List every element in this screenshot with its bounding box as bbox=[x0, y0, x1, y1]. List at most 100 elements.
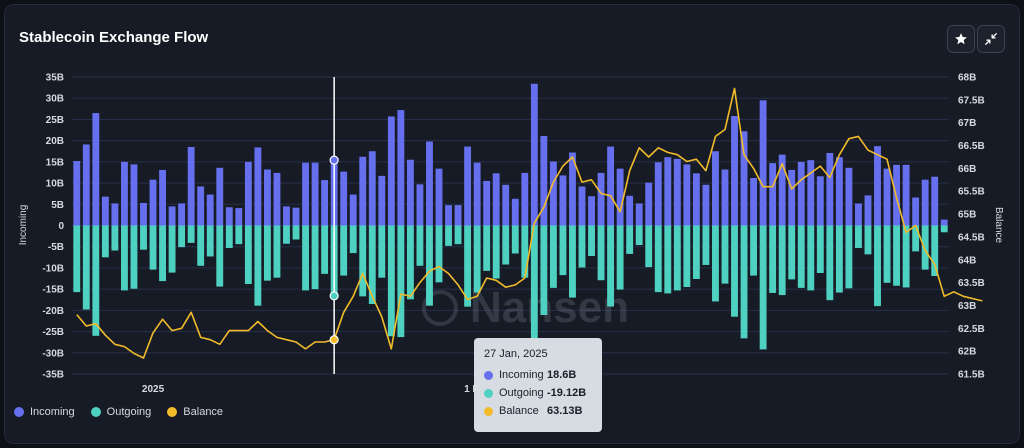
incoming-bar bbox=[750, 177, 758, 226]
outgoing-bar bbox=[511, 225, 519, 254]
incoming-bar bbox=[645, 182, 653, 226]
incoming-bar bbox=[864, 195, 872, 226]
y-tick-label-left: -5B bbox=[48, 242, 64, 253]
incoming-bar bbox=[130, 164, 138, 226]
outgoing-bar bbox=[283, 225, 290, 244]
outgoing-bar bbox=[588, 225, 595, 257]
incoming-bar bbox=[302, 162, 309, 226]
incoming-bar bbox=[349, 194, 357, 226]
incoming-bar bbox=[883, 168, 891, 226]
y-tick-label-right: 67B bbox=[958, 118, 976, 129]
collapse-button[interactable] bbox=[977, 25, 1005, 53]
outgoing-bar bbox=[797, 225, 805, 288]
incoming-bar bbox=[702, 184, 710, 226]
outgoing-bar bbox=[368, 225, 376, 304]
incoming-bar bbox=[101, 196, 109, 226]
incoming-bar bbox=[187, 147, 195, 226]
cursor-group bbox=[329, 77, 339, 374]
incoming-bar bbox=[664, 157, 672, 226]
y-tick-label-left: -30B bbox=[42, 348, 64, 359]
legend-label-incoming: Incoming bbox=[30, 406, 75, 418]
tooltip-row-outgoing: Outgoing -19.12B bbox=[484, 387, 592, 399]
y-axis-label-right: Balance bbox=[993, 207, 1004, 244]
y-tick-label-right: 66.5B bbox=[958, 141, 985, 152]
incoming-bar bbox=[368, 151, 376, 226]
outgoing-bar bbox=[521, 225, 529, 278]
outgoing-bar bbox=[883, 225, 891, 283]
outgoing-bar bbox=[140, 225, 147, 250]
outgoing-bar bbox=[645, 225, 653, 268]
y-tick-label-left: 35B bbox=[46, 73, 64, 84]
outgoing-bar bbox=[769, 225, 777, 293]
incoming-bar bbox=[397, 110, 405, 226]
outgoing-bar bbox=[807, 225, 815, 291]
incoming-bar bbox=[464, 146, 472, 226]
incoming-bar bbox=[283, 206, 290, 226]
outgoing-bar bbox=[387, 225, 395, 337]
y-tick-label-left: 15B bbox=[46, 157, 64, 168]
legend: Incoming Outgoing Balance bbox=[14, 406, 223, 418]
incoming-bar bbox=[73, 161, 81, 226]
incoming-bar bbox=[521, 172, 529, 226]
incoming-bar bbox=[120, 161, 128, 226]
incoming-bar bbox=[168, 206, 176, 226]
y-tick-label-right: 68B bbox=[958, 73, 976, 84]
incoming-bar bbox=[292, 207, 300, 226]
incoming-bar bbox=[759, 100, 767, 226]
outgoing-bar bbox=[473, 225, 481, 293]
legend-item-incoming[interactable]: Incoming bbox=[14, 406, 75, 418]
favorite-button[interactable] bbox=[947, 25, 975, 53]
incoming-bar bbox=[321, 180, 329, 226]
outgoing-bar bbox=[835, 225, 843, 293]
outgoing-bar bbox=[292, 225, 300, 240]
incoming-bar bbox=[569, 152, 576, 226]
outgoing-bar bbox=[101, 225, 109, 258]
outgoing-bar bbox=[130, 225, 138, 289]
y-tick-label-left: -35B bbox=[42, 370, 64, 381]
outgoing-bar bbox=[759, 225, 767, 350]
y-tick-label-right: 63B bbox=[958, 301, 976, 312]
outgoing-bar bbox=[931, 225, 939, 276]
incoming-bar bbox=[111, 203, 119, 226]
legend-item-balance[interactable]: Balance bbox=[167, 406, 223, 418]
incoming-bar bbox=[235, 208, 243, 226]
incoming-bar bbox=[426, 141, 433, 226]
outgoing-bar bbox=[683, 225, 691, 288]
outgoing-bar bbox=[855, 225, 862, 248]
incoming-bar bbox=[92, 113, 100, 226]
incoming-bar bbox=[626, 195, 634, 226]
incoming-bar bbox=[197, 186, 205, 226]
outgoing-bar bbox=[712, 225, 719, 302]
incoming-bar bbox=[826, 152, 834, 226]
incoming-bar bbox=[588, 196, 595, 226]
outgoing-bar bbox=[235, 225, 243, 245]
y-tick-label-right: 64.5B bbox=[958, 232, 985, 243]
incoming-bar bbox=[530, 83, 538, 226]
incoming-bar bbox=[216, 167, 224, 226]
watermark-logo bbox=[422, 290, 458, 326]
outgoing-bar bbox=[912, 225, 920, 252]
outgoing-bar bbox=[445, 225, 452, 246]
outgoing-bar bbox=[483, 225, 491, 271]
outgoing-bar bbox=[578, 225, 586, 268]
incoming-bar bbox=[149, 179, 157, 226]
outgoing-bar bbox=[397, 225, 405, 338]
watermark-text: Nansen bbox=[470, 283, 629, 332]
outgoing-bar bbox=[530, 225, 538, 352]
outgoing-bar bbox=[750, 225, 758, 276]
incoming-bar bbox=[578, 186, 586, 226]
outgoing-bar bbox=[616, 225, 624, 290]
outgoing-bar bbox=[464, 225, 472, 307]
outgoing-bar bbox=[149, 225, 157, 270]
hover-marker-incoming bbox=[329, 155, 339, 165]
legend-item-outgoing[interactable]: Outgoing bbox=[90, 406, 151, 418]
incoming-bar bbox=[654, 162, 662, 226]
outgoing-bar bbox=[845, 225, 853, 289]
outgoing-bar bbox=[549, 225, 557, 288]
outgoing-bar bbox=[82, 225, 90, 310]
legend-swatch-outgoing bbox=[90, 407, 101, 417]
outgoing-bar bbox=[502, 225, 510, 265]
outgoing-bar bbox=[225, 225, 233, 248]
incoming-bar bbox=[597, 172, 605, 226]
incoming-bar bbox=[492, 173, 500, 226]
